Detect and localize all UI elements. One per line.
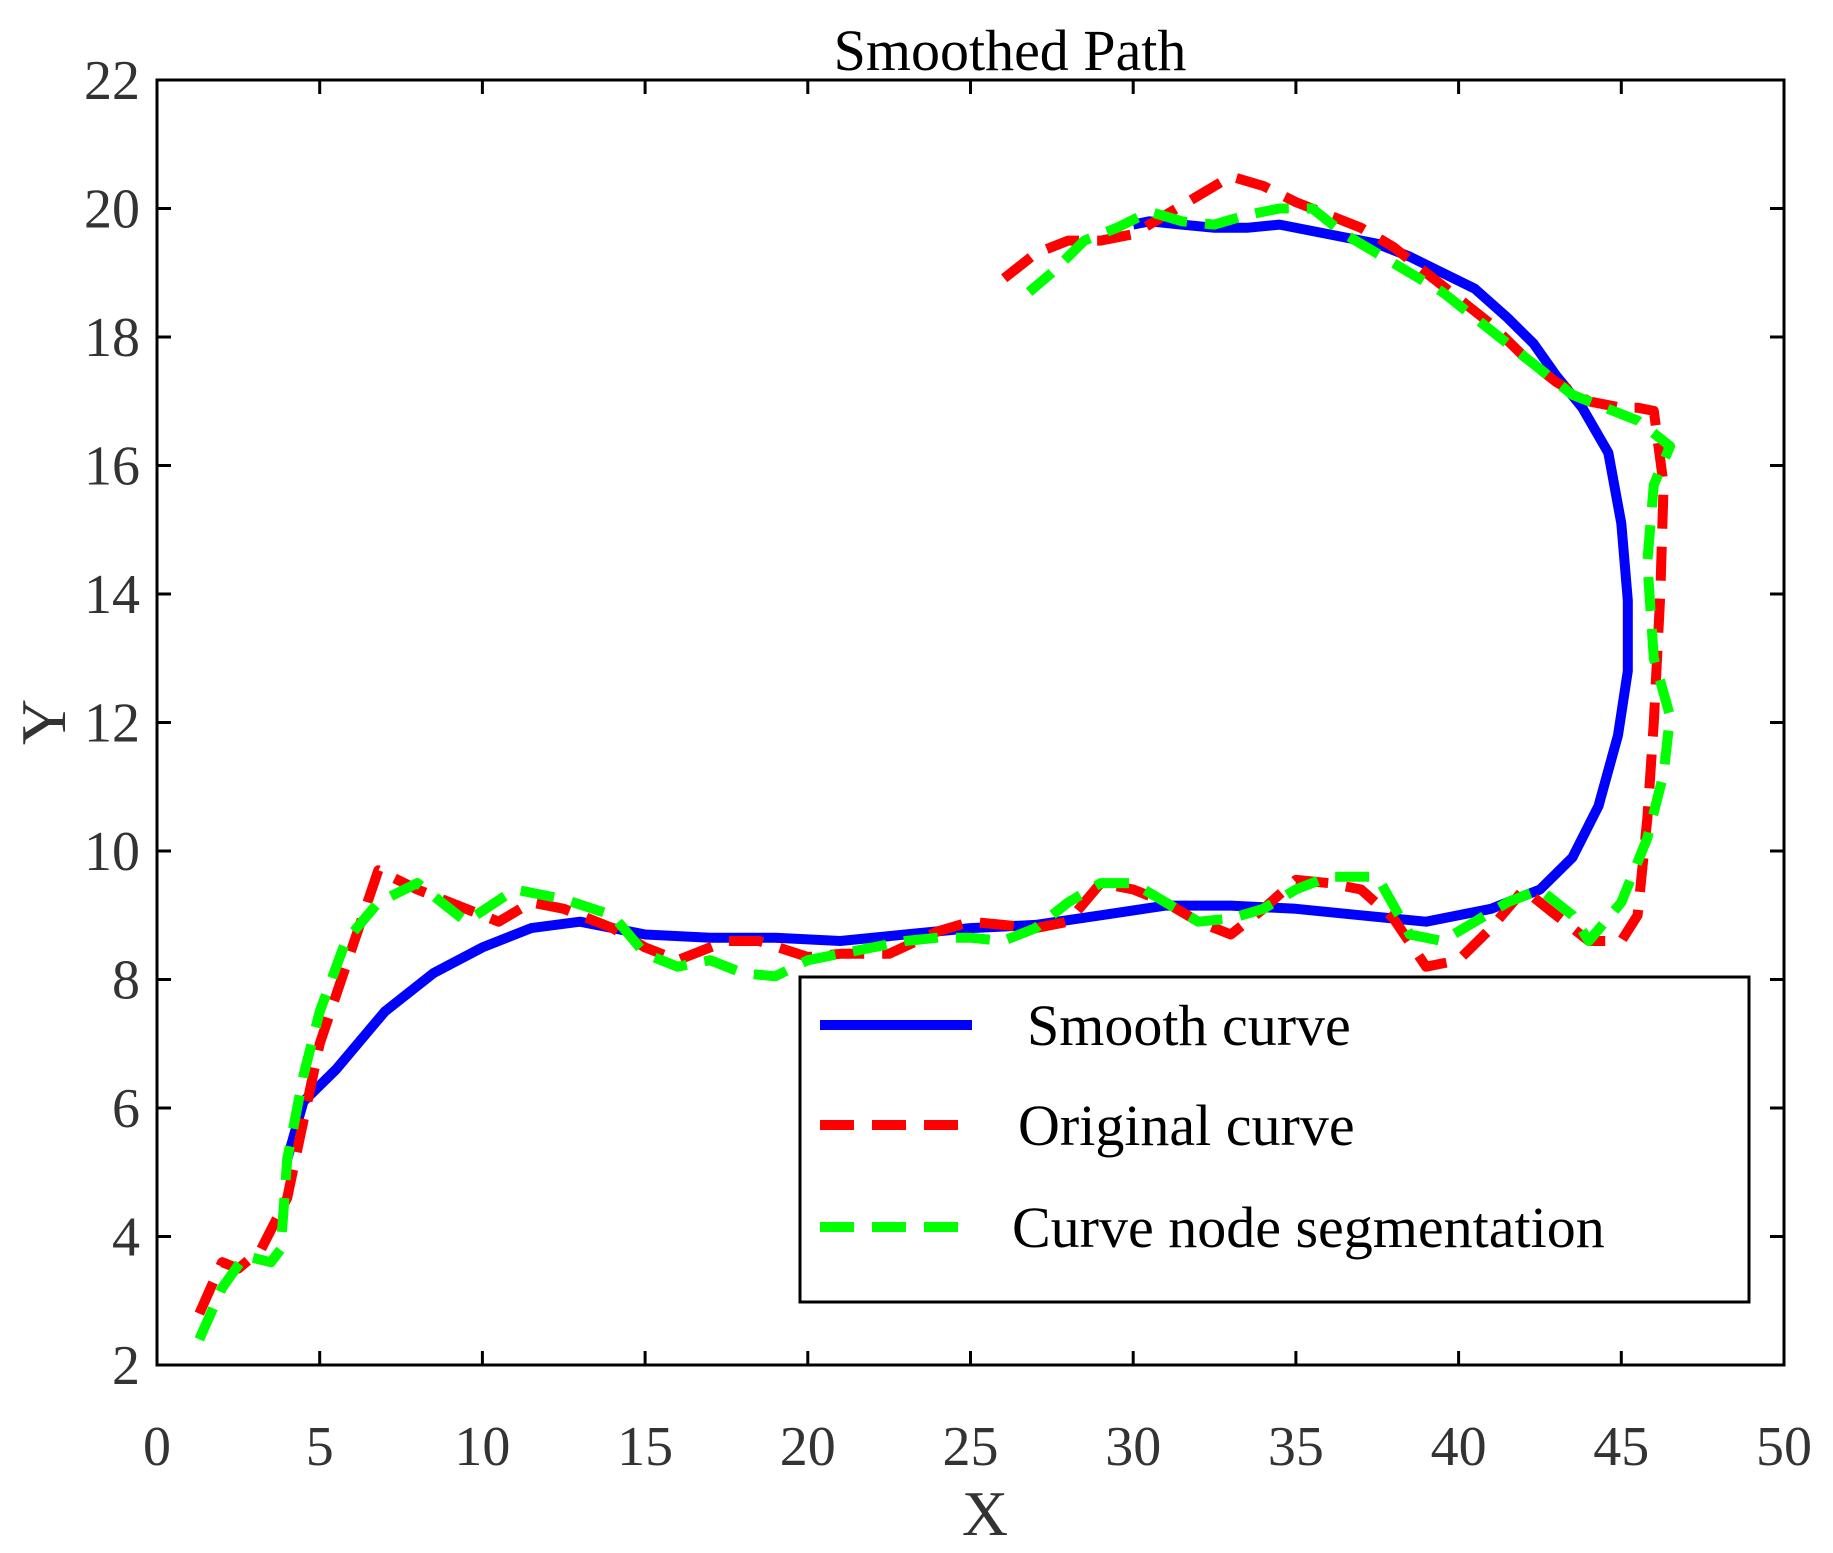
series-line-curve-node-segmentation [194, 203, 1676, 1342]
y-tick-label: 6 [112, 1078, 140, 1140]
y-tick-label: 4 [112, 1207, 140, 1269]
x-axis-ticks: 0 5 10 15 20 25 30 35 40 45 50 [143, 80, 1812, 1478]
y-axis-title: Y [8, 699, 79, 745]
legend-label-smooth-curve: Smooth curve [1027, 993, 1351, 1058]
y-tick-label: 8 [112, 950, 140, 1012]
y-tick-label: 16 [84, 436, 140, 498]
x-tick-label: 20 [780, 1416, 836, 1478]
x-tick-label: 50 [1756, 1416, 1812, 1478]
y-tick-label: 14 [84, 564, 140, 626]
x-tick-label: 10 [454, 1416, 510, 1478]
y-tick-label: 20 [84, 179, 140, 241]
legend-label-original-curve: Original curve [1018, 1093, 1355, 1158]
x-tick-label: 0 [143, 1416, 171, 1478]
x-tick-label: 35 [1268, 1416, 1324, 1478]
series-line-original-curve [194, 171, 1669, 1316]
x-tick-label: 30 [1105, 1416, 1161, 1478]
x-tick-label: 15 [617, 1416, 673, 1478]
x-axis-title: X [962, 1478, 1008, 1549]
y-tick-label: 18 [84, 307, 140, 369]
y-tick-label: 2 [112, 1335, 140, 1397]
x-tick-label: 45 [1593, 1416, 1649, 1478]
y-axis-ticks: 2 4 6 8 10 12 14 16 18 20 22 [84, 50, 1784, 1397]
x-tick-label: 5 [306, 1416, 334, 1478]
legend: Smooth curve Original curve Curve node s… [798, 975, 1751, 1304]
x-tick-label: 40 [1431, 1416, 1487, 1478]
chart-title: Smoothed Path [834, 18, 1187, 83]
y-tick-label: 12 [84, 693, 140, 755]
legend-box [798, 975, 1751, 1304]
y-tick-label: 22 [84, 50, 140, 112]
series-layer [194, 171, 1676, 1342]
legend-label-curve-node-segmentation: Curve node segmentation [1012, 1195, 1605, 1260]
x-tick-label: 25 [943, 1416, 999, 1478]
y-tick-label: 10 [84, 821, 140, 883]
